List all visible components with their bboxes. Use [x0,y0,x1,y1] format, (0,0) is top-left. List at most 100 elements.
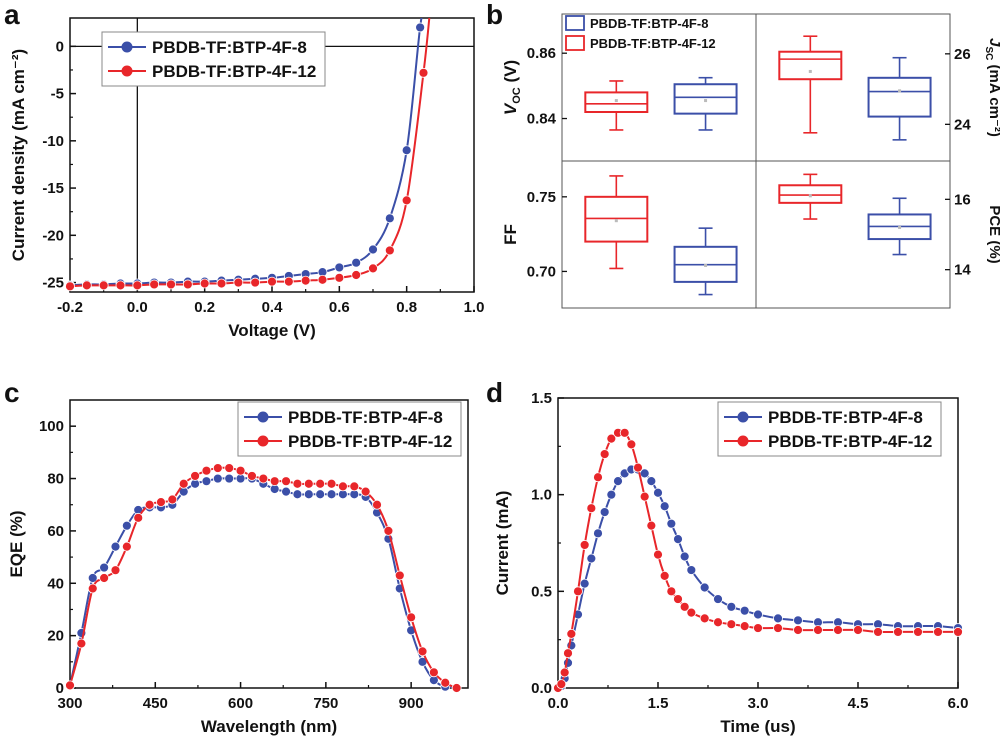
y-tick-label: 14 [954,262,971,279]
data-point [368,244,378,255]
data-point [315,478,326,489]
data-point [351,257,362,268]
mean-marker [808,69,812,73]
data-point [338,481,348,492]
y-tick-label: 60 [47,523,64,540]
y-tick-label: 0.5 [531,583,552,600]
data-point [65,680,75,691]
data-point [573,586,583,597]
mean-marker [898,225,902,229]
data-point [933,627,943,637]
data-point [666,586,677,597]
data-point [156,497,166,508]
legend-box [101,31,326,87]
y-tick-label: 0.84 [527,111,557,128]
x-axis-label: Time (us) [720,717,795,736]
data-point [167,494,178,505]
data-point [132,280,143,291]
subplot-jsc: 24 26 JSC (mA cm⁻²) [778,35,1000,141]
x-tick-label: 0.0 [548,695,569,712]
x-axis-label: Wavelength (nm) [201,717,337,736]
data-point [556,679,567,690]
y-tick-label: 0.75 [527,189,556,206]
legend-marker-2 [257,435,269,447]
data-point [639,491,650,502]
series-line [558,430,958,688]
y-tick-label: 0.0 [531,680,552,697]
box-iqr [778,184,843,204]
data-point [599,449,610,459]
data-point [383,526,394,536]
data-point [99,573,110,583]
legend-label-2: PBDB-TF:BTP-4F-12 [590,36,716,51]
data-point [739,605,750,616]
series-red [65,18,431,292]
data-point [753,623,763,633]
data-point [360,486,371,497]
data-point [144,499,155,510]
x-tick-label: 450 [143,695,168,712]
y-tick-label: 20 [47,628,64,645]
y-tick-label: 24 [954,116,971,133]
data-point [292,489,303,500]
legend-box [717,401,942,457]
series-line [70,477,457,688]
subplot-pce: 14 16 PCE (%) [778,173,1000,279]
box-red [584,175,649,270]
box-iqr [584,91,649,114]
data-point [428,667,439,678]
y-axis-label: JSC (mA cm⁻²) [983,38,1000,137]
data-point [334,272,345,283]
legend-b: PBDB-TF:BTP-4F-8 PBDB-TF:BTP-4F-12 [565,15,716,51]
data-point [673,534,683,545]
y-tick-label: 0 [56,680,64,697]
data-point [166,279,176,290]
series-blue [553,464,963,693]
data-point [793,615,803,626]
plot-frame [69,399,469,689]
legend-marker-1 [257,411,269,423]
mean-marker [614,219,618,223]
data-point [133,512,144,523]
data-point [303,478,314,489]
x-tick-label: 0.2 [194,299,215,316]
y-tick-label: 100 [39,418,64,435]
box-red [778,35,843,134]
data-point [372,499,382,510]
data-point [415,22,426,33]
data-point [224,473,235,484]
data-point [368,263,378,274]
x-tick-label: -0.2 [57,299,83,316]
data-point [182,279,193,290]
data-point [563,648,573,659]
box-blue [673,227,738,296]
data-point [593,528,603,539]
data-point [216,278,227,289]
x-tick-label: 0.6 [329,299,350,316]
data-point [440,677,451,688]
data-point [673,594,683,604]
y-tick-label: 1.0 [531,487,552,504]
data-point [599,507,610,517]
panel-a-jv-curves: -0.2 0.0 0.2 0.4 0.6 0.8 1.0 0 -5 -10 -15 -20 -25 Vol… [4,0,484,340]
data-point [659,570,670,581]
data-point [873,627,883,637]
data-point [559,667,570,678]
data-point [384,213,395,224]
data-point [178,478,189,489]
data-point [250,277,261,288]
series-red [65,463,462,693]
y-axis-label: Current (mA) [493,491,512,596]
x-tick-label: 6.0 [948,695,969,712]
y-tick-label: 0.70 [527,263,556,280]
data-point [326,478,337,489]
x-tick-label: 0.8 [396,299,417,316]
data-point [793,625,803,635]
data-point [87,583,98,594]
x-tick-label: 300 [57,695,82,712]
data-point [233,277,244,288]
data-point [619,427,630,438]
data-point [613,476,623,487]
mean-marker [808,194,812,198]
